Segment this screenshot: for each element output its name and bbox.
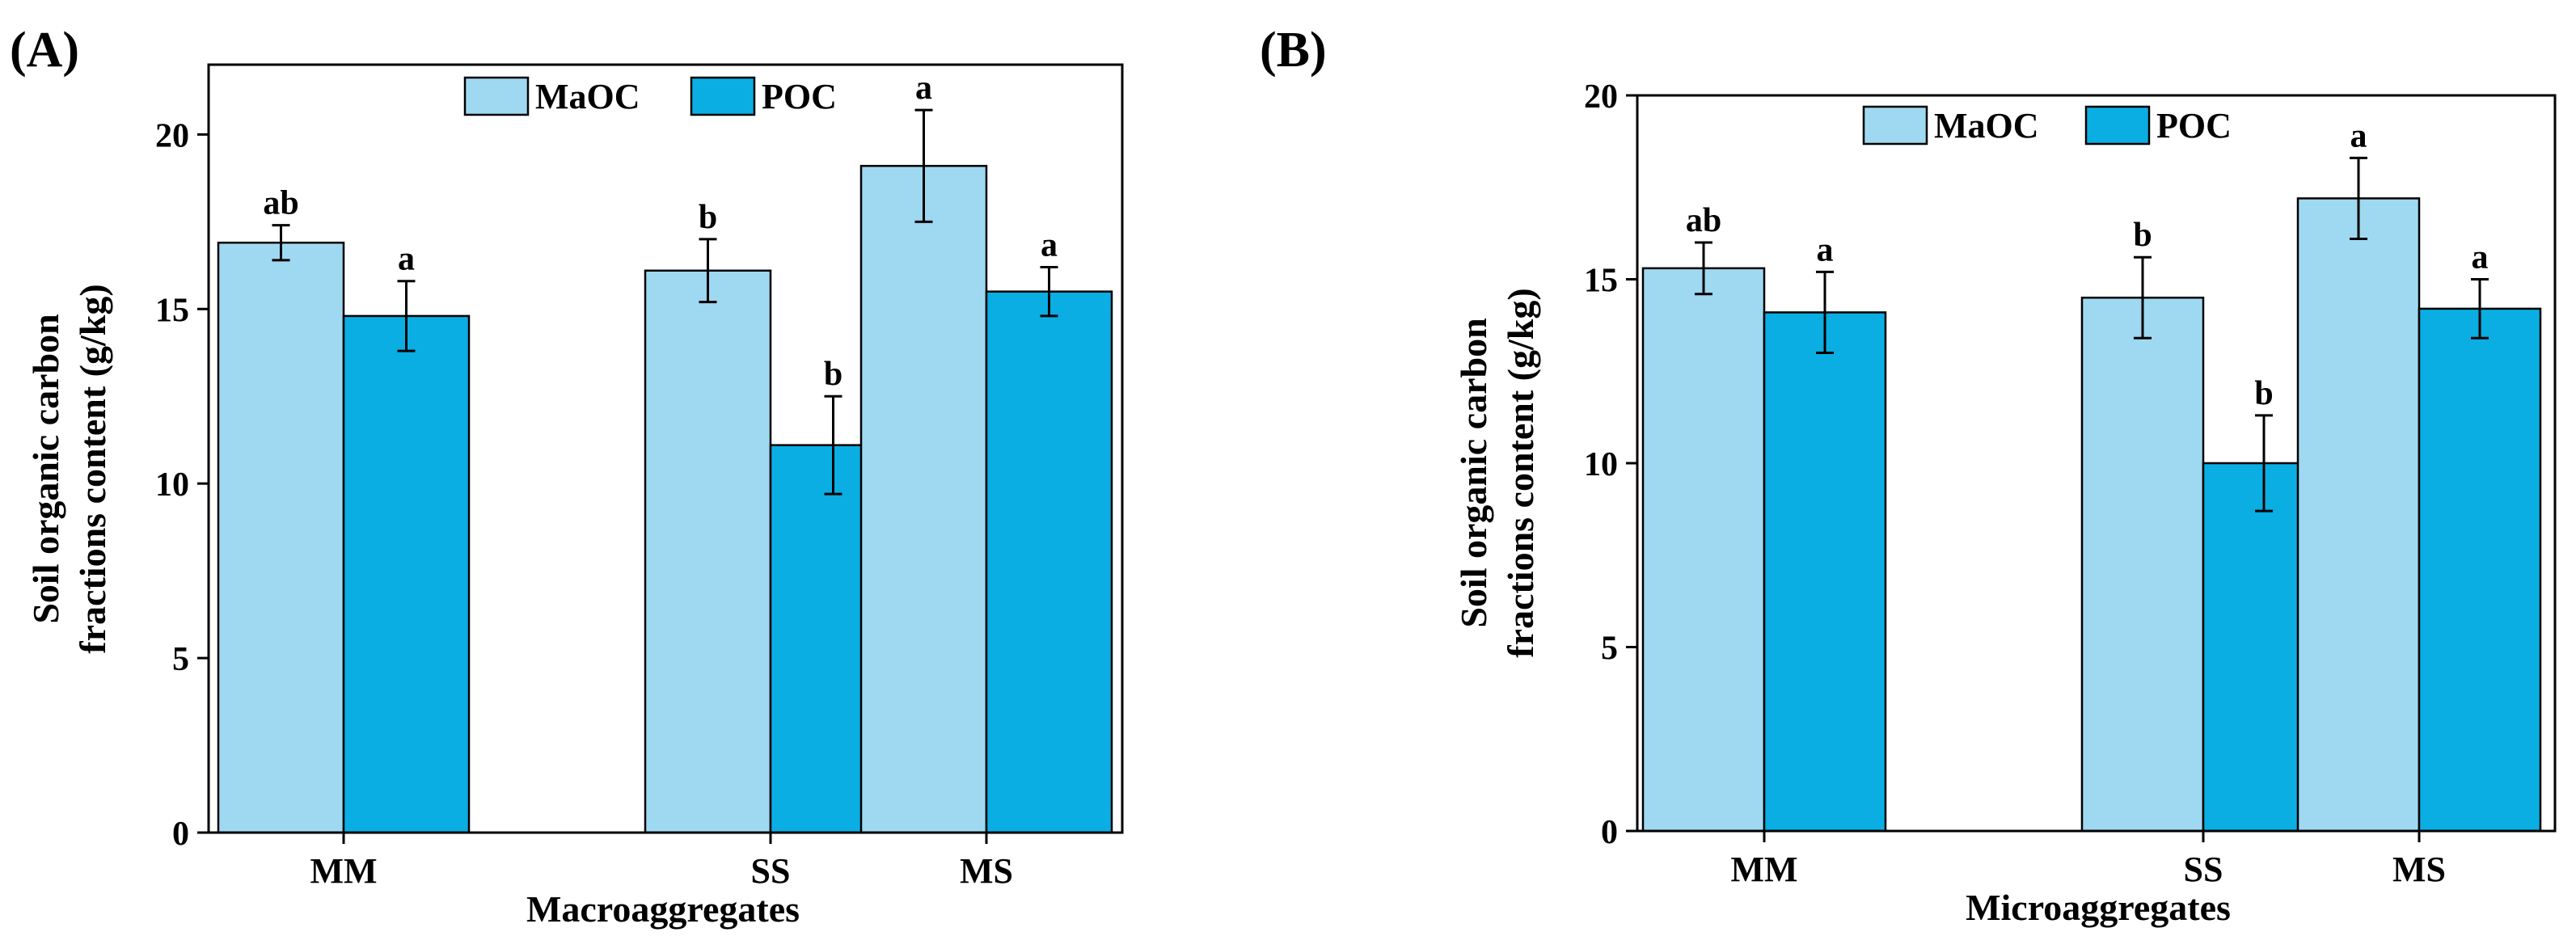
panel-a-y-ticks: 0 5 10 15 20 xyxy=(155,117,209,853)
significance-letter-poc-ms: a xyxy=(2472,239,2489,276)
panel-a-legend-maoc-swatch xyxy=(463,76,530,116)
significance-letter-maoc-mm: ab xyxy=(263,185,298,222)
panel-b-ylabel-line2: fractions content (g/kg) xyxy=(1500,288,1541,657)
x-tick-label-ss: SS xyxy=(2184,850,2223,889)
panel-a: (A) Soil organic carbon fractions conten… xyxy=(10,23,1124,930)
panel-a-label: (A) xyxy=(10,23,79,78)
panel-b: (B) Soil organic carbon fractions conten… xyxy=(1260,23,2557,928)
panel-a-ylabel-line1: Soil organic carbon xyxy=(25,314,66,623)
y-tick-label: 10 xyxy=(155,466,189,504)
significance-letter-poc-mm: a xyxy=(1817,231,1834,268)
y-tick-label: 5 xyxy=(172,641,189,678)
y-tick-label: 15 xyxy=(155,292,189,329)
significance-letter-poc-ss: b xyxy=(824,356,842,393)
significance-letter-poc-ss: b xyxy=(2254,375,2273,412)
y-tick-label: 0 xyxy=(1601,814,1618,851)
y-tick-label: 10 xyxy=(1584,446,1618,483)
x-tick-label-mm: MM xyxy=(1730,850,1797,889)
bar-maoc-mm xyxy=(1641,267,1766,833)
bar-poc-ms xyxy=(985,290,1113,834)
panel-b-ylabel-line1: Soil organic carbon xyxy=(1453,318,1494,627)
panel-a-x-ticks: MM SS MS xyxy=(310,833,1013,891)
y-tick-label: 20 xyxy=(1584,78,1618,116)
y-tick-label: 0 xyxy=(172,816,189,853)
significance-letter-maoc-ms: a xyxy=(2350,117,2367,154)
y-tick-label: 15 xyxy=(1584,263,1618,300)
significance-letter-maoc-ss: b xyxy=(2133,217,2152,254)
panel-b-legend-poc-swatch xyxy=(2084,105,2151,146)
bar-maoc-ss xyxy=(2080,297,2205,833)
bar-maoc-mm xyxy=(217,241,345,834)
x-tick-label-ss: SS xyxy=(751,851,791,891)
panel-a-ylabel-line2: fractions content (g/kg) xyxy=(72,284,113,653)
significance-letter-poc-mm: a xyxy=(398,241,415,278)
panel-a-legend-poc-swatch xyxy=(690,76,756,116)
y-tick-label: 20 xyxy=(155,117,189,154)
panel-b-legend: MaOC POC xyxy=(1862,105,2232,146)
panel-b-y-ticks: 0 5 10 15 20 xyxy=(1584,78,1637,851)
panel-b-plot-frame xyxy=(1636,94,2557,833)
x-tick-label-ms: MS xyxy=(960,851,1013,891)
x-tick-label-ms: MS xyxy=(2392,850,2446,889)
panel-b-legend-maoc-swatch xyxy=(1862,105,1928,146)
x-tick-label-mm: MM xyxy=(310,851,377,891)
bar-poc-ms xyxy=(2418,307,2542,833)
panel-b-x-ticks: MM SS MS xyxy=(1730,831,2446,889)
significance-letter-poc-ms: a xyxy=(1041,226,1058,264)
panel-b-legend-maoc-label: MaOC xyxy=(1934,106,2039,146)
y-tick-label: 5 xyxy=(1601,631,1618,668)
panel-a-legend-maoc-label: MaOC xyxy=(535,77,640,116)
significance-letter-maoc-ss: b xyxy=(699,199,717,236)
bar-poc-mm xyxy=(1763,311,1887,833)
panel-b-label: (B) xyxy=(1260,23,1327,78)
significance-letter-maoc-ms: a xyxy=(915,70,932,107)
panel-a-legend: MaOC POC xyxy=(463,76,837,116)
bar-poc-mm xyxy=(342,314,471,834)
bar-maoc-ss xyxy=(644,269,772,834)
panel-a-plot-frame xyxy=(207,63,1124,834)
panel-a-xlabel: Macroaggregates xyxy=(526,888,800,930)
panel-b-legend-poc-label: POC xyxy=(2156,106,2232,146)
bar-maoc-ms xyxy=(2296,197,2421,833)
panel-a-legend-poc-label: POC xyxy=(762,77,837,116)
panel-b-xlabel: Microaggregates xyxy=(1966,887,2231,928)
bar-maoc-ms xyxy=(859,164,988,834)
significance-letter-maoc-mm: ab xyxy=(1686,202,1721,239)
